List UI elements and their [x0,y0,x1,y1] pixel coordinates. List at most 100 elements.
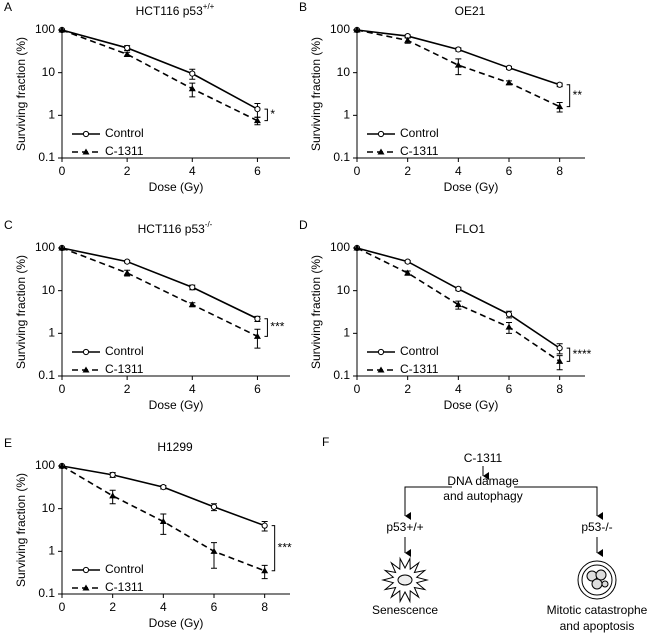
significance-bracket [264,108,268,122]
point [261,567,269,574]
series-line [61,29,258,122]
title-superscript: +/+ [203,2,215,11]
panel-letter: E [4,436,12,450]
significance-bracket [566,84,571,108]
legend-label: Control [105,126,144,140]
error-bar [211,542,217,569]
y-tick-label: 100 [35,22,55,36]
series-line [356,29,560,86]
chart-title: OE21 [455,4,486,18]
y-axis-label: Surviving fraction (%) [14,255,28,369]
x-tick-label: 4 [455,382,462,396]
panel-letter: D [299,218,308,232]
y-tick-label: 100 [35,458,55,472]
panel-letter: B [299,0,307,14]
point [556,345,563,352]
significance-bracket [271,525,276,572]
point [58,244,66,251]
y-axis-label: Surviving fraction (%) [14,473,28,587]
legend-marker [377,148,385,155]
point [261,522,268,529]
fragment-icon [591,578,603,590]
chart-title: FLO1 [455,222,485,236]
point [188,85,196,92]
arrow [514,486,603,520]
point [353,26,361,33]
arrow [404,486,452,520]
title-text: HCT116 p53 [136,4,203,18]
x-tick-label: 8 [261,600,268,614]
x-tick-label: 8 [556,164,563,178]
y-tick-label: 0.1 [38,368,55,382]
chart-title: HCT116 p53+/+ [136,2,215,18]
y-tick-label: 10 [337,283,351,297]
panel-letter: A [4,0,12,14]
genotype-label: p53+/+ [386,520,423,534]
point [123,50,131,57]
y-tick-label: 0.1 [38,586,55,600]
y-tick-label: 100 [330,22,350,36]
legend-label: Control [105,344,144,358]
x-tick-label: 2 [124,382,131,396]
y-tick-label: 1 [48,326,55,340]
x-tick-label: 6 [211,600,218,614]
point [353,244,361,251]
point [58,462,66,469]
point [404,36,412,43]
significance-label: **** [573,347,592,361]
point [210,503,218,511]
point [404,269,412,276]
x-axis-label: Dose (Gy) [149,180,204,194]
point [556,357,564,364]
title-text: FLO1 [455,222,485,236]
x-tick-label: 2 [404,164,411,178]
chart-panel: B OE21 0.1 1 10 100 0 2 4 6 8 Dose (Gy) Surviving fr… [299,0,585,194]
legend-marker [377,366,385,373]
y-axis-label: Surviving fraction (%) [309,37,323,151]
fragment-icon [595,569,607,581]
x-tick-label: 4 [189,164,196,178]
chart-panel: C HCT116 p53-/- 0.1 1 10 100 0 2 4 6 Dose (Gy) Surv… [4,218,290,412]
title-text: HCT116 p53 [138,222,205,236]
point [454,301,462,308]
y-tick-label: 1 [48,544,55,558]
series-line [61,247,258,338]
y-tick-label: 100 [330,240,350,254]
chart-panel: D FLO1 0.1 1 10 100 0 2 4 6 8 Dose (Gy) Surviving fr… [299,218,592,412]
y-tick-label: 0.1 [38,150,55,164]
y-tick-label: 0.1 [333,150,350,164]
significance-label: ** [573,88,583,102]
x-tick-label: 6 [506,164,513,178]
y-tick-label: 10 [42,283,56,297]
y-tick-label: 1 [48,108,55,122]
x-tick-label: 2 [404,382,411,396]
x-axis-label: Dose (Gy) [444,180,499,194]
legend-label: C-1311 [400,362,439,376]
legend-marker [82,148,90,155]
point [455,46,462,53]
point [189,284,196,291]
drug-label: C-1311 [464,451,503,465]
legend-label: C-1311 [105,144,144,158]
y-axis-label: Surviving fraction (%) [14,37,28,151]
legend-label: Control [105,562,144,576]
legend-marker [377,130,385,138]
chart-title: HCT116 p53-/- [138,220,213,236]
point [505,323,513,330]
panel-letter: F [322,435,329,449]
series-line [356,29,561,108]
title-text: H1299 [157,440,193,454]
y-tick-label: 0.1 [333,368,350,382]
legend-marker [82,566,90,574]
point [556,103,564,110]
x-tick-label: 0 [59,600,66,614]
point [160,484,167,491]
legend-label: C-1311 [105,580,144,594]
point [124,258,131,265]
y-tick-label: 100 [35,240,55,254]
point [58,26,66,33]
series-line [61,29,258,110]
point [454,61,462,68]
y-tick-label: 10 [42,501,56,515]
point [124,44,131,52]
